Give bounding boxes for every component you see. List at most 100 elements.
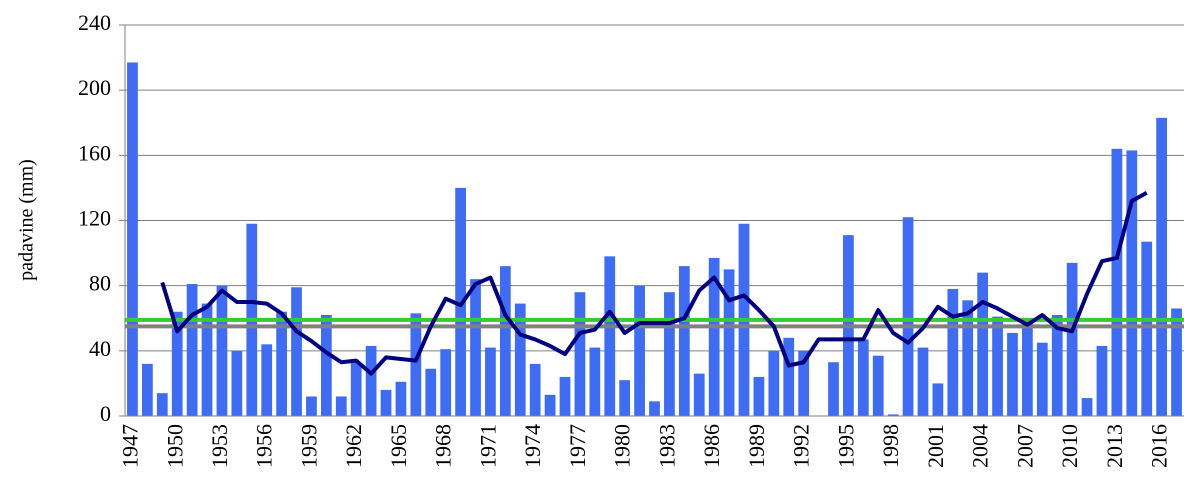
x-tick-label: 1962 <box>341 424 366 468</box>
y-tick-label: 240 <box>78 10 111 35</box>
x-tick-label: 2016 <box>1147 424 1172 468</box>
bar <box>156 393 168 416</box>
bar <box>276 311 287 416</box>
y-tick-label: 40 <box>89 336 111 361</box>
bar <box>1171 308 1182 416</box>
bar <box>708 257 720 416</box>
bar <box>977 272 989 416</box>
bar <box>425 368 437 416</box>
bar <box>440 349 452 416</box>
bar <box>499 266 511 416</box>
bar <box>380 389 392 416</box>
bar <box>514 303 526 416</box>
bar <box>216 285 228 416</box>
bar <box>127 62 138 417</box>
bar <box>485 347 496 416</box>
x-tick-label: 2007 <box>1012 424 1037 468</box>
x-tick-label: 2004 <box>968 424 993 468</box>
bar <box>559 376 571 416</box>
bar <box>693 373 705 416</box>
bar <box>589 347 601 416</box>
y-tick-label: 0 <box>100 401 111 426</box>
y-axis-label: padavine (mm) <box>16 159 38 281</box>
x-tick-label: 1971 <box>475 424 500 468</box>
bar <box>410 313 422 416</box>
bar <box>365 345 377 416</box>
y-tick-label: 80 <box>89 271 111 296</box>
x-tick-label: 1947 <box>118 424 143 468</box>
bar <box>142 363 153 416</box>
bar <box>1022 321 1033 416</box>
x-tick-label: 1977 <box>565 424 590 468</box>
y-tick-label: 160 <box>78 140 111 165</box>
bar <box>649 401 660 416</box>
x-tick-label: 1974 <box>520 424 545 468</box>
bar <box>872 355 884 416</box>
bar <box>231 350 243 416</box>
bar <box>992 316 1003 416</box>
x-tick-label: 1965 <box>386 424 411 468</box>
bar <box>395 381 407 416</box>
x-tick-label: 1956 <box>252 424 277 468</box>
bar <box>320 314 332 416</box>
x-tick-label: 1980 <box>610 424 635 468</box>
bar <box>1111 148 1123 417</box>
bar <box>1156 117 1167 417</box>
bar <box>619 380 631 416</box>
bar <box>664 292 675 416</box>
y-tick-label: 200 <box>78 75 111 100</box>
x-tick-label: 1998 <box>878 424 903 468</box>
bar <box>857 339 869 416</box>
bar <box>171 311 183 416</box>
x-tick-label: 2001 <box>923 424 948 468</box>
x-tick-label: 1953 <box>207 424 232 468</box>
bar <box>1141 241 1153 416</box>
x-tick-label: 2010 <box>1057 424 1082 468</box>
bar <box>1096 345 1108 416</box>
x-tick-label: 1950 <box>162 424 187 468</box>
bar <box>634 285 645 416</box>
bar <box>678 266 690 416</box>
bar <box>798 350 810 416</box>
y-tick-label: 120 <box>78 206 111 231</box>
bar <box>529 363 541 416</box>
x-tick-label: 1983 <box>654 424 679 468</box>
bar <box>887 414 899 416</box>
bar <box>1081 398 1093 416</box>
bar <box>1036 342 1048 416</box>
bar <box>768 350 780 416</box>
moving-average-line <box>160 191 1148 376</box>
bar <box>783 337 795 416</box>
bar <box>723 269 735 416</box>
bar <box>917 347 929 416</box>
bar <box>186 284 198 416</box>
bar <box>201 303 213 416</box>
bar <box>604 256 616 416</box>
bar <box>1126 150 1138 416</box>
x-tick-label: 1986 <box>699 424 724 468</box>
bar <box>947 288 959 416</box>
bar <box>574 292 586 416</box>
x-tick-label: 1995 <box>833 424 858 468</box>
bar <box>1066 262 1078 416</box>
bar <box>544 394 556 416</box>
bar <box>306 396 317 416</box>
bar <box>350 362 362 416</box>
bar <box>1051 314 1063 416</box>
bar <box>1007 332 1018 416</box>
bar <box>962 300 974 416</box>
bar <box>902 217 914 416</box>
bar <box>828 362 839 416</box>
bar <box>470 279 481 416</box>
bar <box>932 383 944 416</box>
bar <box>335 396 347 416</box>
x-tick-label: 2013 <box>1102 424 1127 468</box>
bar <box>753 376 765 416</box>
x-tick-label: 1992 <box>789 424 814 468</box>
x-tick-label: 1959 <box>296 424 321 468</box>
x-tick-label: 1989 <box>744 424 769 468</box>
bar <box>291 287 302 416</box>
bar <box>261 344 273 416</box>
x-tick-label: 1968 <box>431 424 456 468</box>
